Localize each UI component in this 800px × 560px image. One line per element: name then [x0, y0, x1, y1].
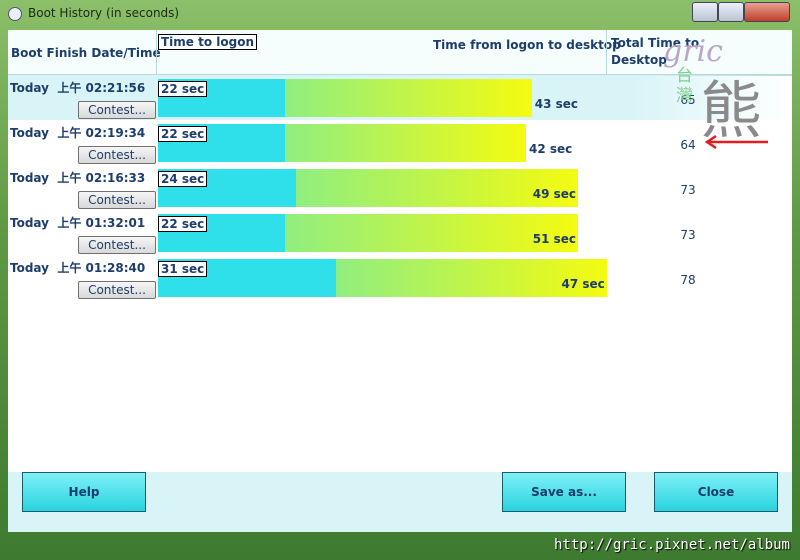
boot-row: Today 上午 01:32:01 Contest... 22 sec 51 sec 7…: [8, 210, 792, 255]
date-header: Boot Finish Date/Time: [11, 46, 161, 60]
watermark-logo-small: 台灣: [676, 66, 693, 106]
boot-date: Today 上午 01:32:01: [10, 216, 146, 230]
logon-label: 24 sec: [158, 171, 208, 187]
desktop-bar: [336, 259, 607, 297]
desktop-label: 47 sec: [561, 277, 605, 291]
desktop-label: 43 sec: [534, 97, 579, 111]
desktop-label: 49 sec: [532, 187, 577, 201]
boot-date: Today 上午 01:28:40: [10, 261, 146, 275]
separator: [156, 30, 157, 74]
help-button[interactable]: Help: [22, 472, 146, 512]
total-time: 64: [680, 138, 696, 152]
logon-label: 22 sec: [158, 216, 208, 232]
total-header: Total Time to Desktop: [611, 36, 700, 67]
red-arrow: [704, 134, 768, 150]
boot-row: Today 上午 02:19:34 Contest... 22 sec 42 sec 6…: [8, 120, 792, 165]
contest-button[interactable]: Contest...: [78, 146, 156, 164]
logon-label: 22 sec: [158, 126, 208, 142]
boot-row: Today 上午 02:21:56 Contest... 22 sec 43 sec 6…: [8, 75, 792, 120]
desktop-label: 51 sec: [532, 232, 577, 246]
boot-row: Today 上午 02:16:33 Contest... 24 sec 49 sec 7…: [8, 165, 792, 210]
boot-date: Today 上午 02:19:34: [10, 126, 146, 140]
watermark-logo-big: 熊: [700, 74, 763, 147]
content: Boot Finish Date/Time Time to logon Time…: [8, 30, 792, 532]
logon-header: Time to logon: [158, 34, 258, 50]
contest-button[interactable]: Contest...: [78, 236, 156, 254]
boot-date: Today 上午 02:16:33: [10, 171, 146, 185]
window-icon: [8, 7, 22, 21]
desktop-bar: [284, 214, 578, 252]
logon-label: 31 sec: [158, 261, 208, 277]
total-time: 73: [680, 183, 696, 197]
total-time: 78: [680, 273, 696, 287]
maximize-button[interactable]: [718, 2, 744, 22]
minimize-button[interactable]: [692, 2, 718, 22]
close-window-button[interactable]: [744, 2, 790, 22]
desktop-bar: [296, 169, 578, 207]
desktop-bar: [284, 124, 526, 162]
desktop-label: 42 sec: [529, 142, 573, 156]
window-title: Boot History (in seconds): [28, 6, 180, 20]
close-button[interactable]: Close: [654, 472, 778, 512]
total-time: 73: [680, 228, 696, 242]
boot-date: Today 上午 02:21:56: [10, 81, 146, 95]
separator: [606, 30, 607, 74]
header: Boot Finish Date/Time Time to logon Time…: [8, 30, 792, 76]
contest-button[interactable]: Contest...: [78, 281, 156, 299]
boot-row: Today 上午 01:28:40 Contest... 31 sec 47 sec 7…: [8, 255, 792, 300]
watermark-signature: gric: [663, 34, 723, 69]
total-time: 65: [680, 93, 696, 107]
desktop-bar: [284, 79, 532, 117]
watermark-url: http://gric.pixnet.net/album: [553, 537, 790, 553]
logon-label: 22 sec: [158, 81, 208, 97]
save-button[interactable]: Save as...: [502, 472, 626, 512]
contest-button[interactable]: Contest...: [78, 101, 156, 119]
desktop-header: Time from logon to desktop: [433, 38, 621, 52]
contest-button[interactable]: Contest...: [78, 191, 156, 209]
